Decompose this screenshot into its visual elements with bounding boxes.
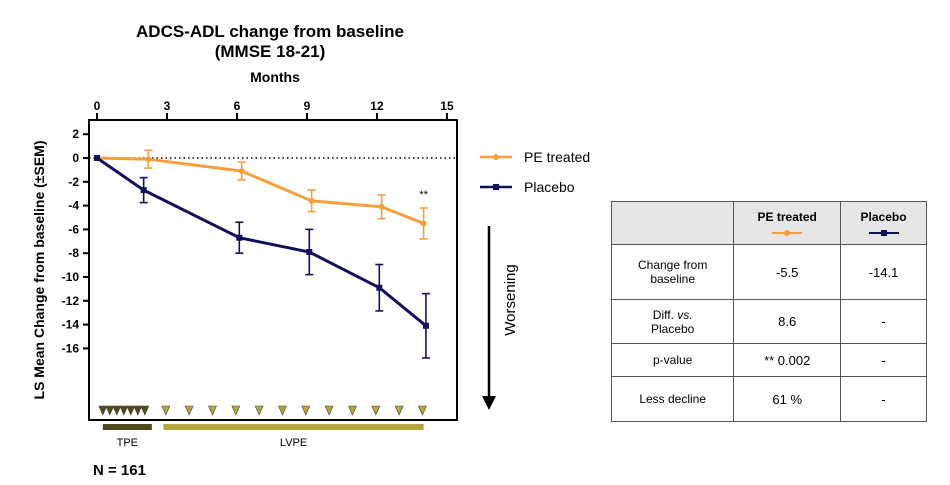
- tpe-session-marker: [119, 405, 129, 416]
- series-line: [96, 156, 427, 327]
- legend-placebo-label: Placebo: [524, 179, 575, 195]
- placebo-value: -: [840, 376, 927, 422]
- x-ticks: 0 3 6 9 12 15: [94, 99, 454, 120]
- placebo-value: -14.1: [840, 244, 927, 300]
- y-tick-label: -2: [68, 175, 79, 189]
- tpe-session-marker: [126, 405, 136, 416]
- lvpe-session-marker: [208, 405, 217, 416]
- y-tick-label: -14: [62, 318, 80, 332]
- data-point: [238, 168, 245, 175]
- chart-subtitle: (MMSE 18-21): [215, 42, 326, 61]
- legend: PE treated Placebo: [480, 149, 590, 195]
- significance-label: **: [419, 189, 428, 201]
- tpe-session-marker: [140, 405, 150, 416]
- row-label: p-value: [610, 343, 735, 377]
- lvpe-session-marker: [371, 405, 381, 416]
- worsening-arrow: Worsening: [482, 226, 519, 410]
- header-placebo-label: Placebo: [860, 210, 907, 224]
- legend-pe-label: PE treated: [524, 149, 590, 165]
- lvpe-session-marker: [254, 405, 264, 416]
- lvpe-session-marker: [324, 405, 334, 416]
- pe-value: 61 %: [733, 376, 842, 422]
- x-tick-label: 12: [370, 99, 384, 113]
- lvpe-label: LVPE: [280, 437, 307, 449]
- x-tick-label: 3: [164, 99, 171, 113]
- placebo-value: -: [840, 299, 927, 344]
- header-placebo: Placebo: [840, 201, 927, 245]
- header-pe-label: PE treated: [757, 210, 817, 224]
- placebo-value: -: [840, 343, 927, 377]
- tpe-session-marker: [105, 405, 115, 416]
- tpe-period-bar: [102, 424, 152, 430]
- data-point: [306, 249, 313, 256]
- data-point: [376, 284, 383, 291]
- treatment-markers: [98, 405, 427, 430]
- lvpe-period-bar: [163, 424, 424, 430]
- y-axis-title: LS Mean Change from baseline (±SEM): [31, 141, 47, 400]
- data-point: [422, 322, 429, 329]
- x-tick-label: 6: [234, 99, 241, 113]
- y-tick-label: 0: [72, 151, 79, 165]
- table-row: Diff. vs. Placebo 8.6 -: [610, 299, 927, 344]
- y-tick-label: -16: [62, 341, 80, 355]
- y-tick-label: -8: [68, 246, 79, 260]
- table-row: p-value ** 0.002 -: [610, 343, 927, 377]
- chart-title: ADCS-ADL change from baseline: [136, 22, 404, 41]
- lvpe-session-marker: [231, 405, 241, 416]
- data-point: [140, 187, 147, 194]
- y-tick-label: -12: [62, 294, 80, 308]
- worsening-arrow-head: [482, 396, 496, 410]
- data-point: [145, 156, 152, 163]
- row-label: Diff. vs. Placebo: [610, 299, 735, 344]
- pe-value: -5.5: [733, 244, 842, 300]
- data-point: [308, 197, 315, 204]
- lvpe-session-marker: [161, 405, 171, 416]
- table-row: Change from baseline -5.5 -14.1: [610, 244, 927, 300]
- legend-pe-marker: [493, 154, 499, 160]
- data-point: [378, 203, 385, 210]
- series-placebo: [94, 155, 430, 359]
- lvpe-session-marker: [184, 405, 194, 416]
- y-tick-label: -4: [68, 199, 79, 213]
- y-tick-label: -10: [62, 270, 80, 284]
- table-header-row: PE treated Placebo: [610, 201, 927, 245]
- series-layer: [94, 149, 430, 359]
- data-point: [94, 155, 100, 161]
- header-pe-treated: PE treated: [733, 201, 842, 245]
- tpe-label: TPE: [117, 437, 138, 449]
- y-tick-label: 2: [72, 127, 79, 141]
- lvpe-session-marker: [417, 405, 427, 416]
- header-empty: [610, 201, 735, 245]
- lvpe-session-marker: [348, 405, 357, 416]
- pe-value: ** 0.002: [733, 343, 842, 377]
- row-label: Less decline: [610, 376, 735, 422]
- pe-value: 8.6: [733, 299, 842, 344]
- row-label: Change from baseline: [610, 244, 735, 300]
- lvpe-session-marker: [394, 405, 404, 416]
- placebo-legend-icon: [868, 230, 899, 236]
- plot-frame: [88, 119, 458, 421]
- legend-placebo-marker: [493, 184, 499, 190]
- tpe-session-marker: [112, 405, 122, 416]
- y-tick-label: -6: [68, 222, 79, 236]
- tpe-session-marker: [98, 405, 108, 416]
- x-tick-label: 9: [304, 99, 311, 113]
- n-label: N = 161: [93, 462, 146, 479]
- x-axis-title: Months: [250, 69, 300, 85]
- series-line: [96, 156, 425, 225]
- chart: ADCS-ADL change from baseline (MMSE 18-2…: [31, 22, 590, 479]
- lvpe-session-marker: [278, 405, 287, 416]
- pe-legend-icon: [772, 230, 803, 236]
- table-row: Less decline 61 % -: [610, 376, 927, 422]
- tpe-session-marker: [133, 405, 143, 416]
- x-tick-label: 0: [94, 99, 101, 113]
- x-tick-label: 15: [440, 99, 454, 113]
- lvpe-session-marker: [301, 405, 311, 416]
- worsening-label: Worsening: [502, 264, 519, 335]
- summary-table: PE treated Placebo Change from baseline -…: [610, 201, 927, 422]
- y-ticks: 2 0 -2 -4 -6 -8 -10 -12 -14 -16: [62, 127, 89, 355]
- data-point: [236, 234, 243, 241]
- data-point: [420, 220, 427, 227]
